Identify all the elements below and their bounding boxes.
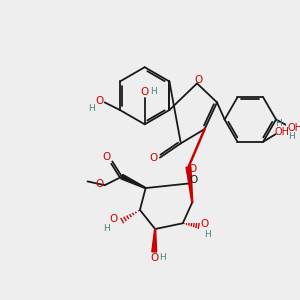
Polygon shape xyxy=(152,229,157,252)
Text: O: O xyxy=(188,164,196,174)
Text: H: H xyxy=(204,230,211,239)
Text: O: O xyxy=(96,179,104,189)
Polygon shape xyxy=(186,167,193,202)
Text: O: O xyxy=(103,152,111,162)
Text: O: O xyxy=(149,153,158,163)
Text: OH: OH xyxy=(288,123,300,133)
Text: O: O xyxy=(200,219,209,229)
Text: H: H xyxy=(103,224,110,232)
Text: O: O xyxy=(96,95,104,106)
Polygon shape xyxy=(121,175,146,188)
Text: O: O xyxy=(189,176,197,185)
Text: H: H xyxy=(150,87,157,96)
Text: O: O xyxy=(141,87,149,97)
Text: H: H xyxy=(159,253,166,262)
Text: OH: OH xyxy=(275,127,290,137)
Text: H: H xyxy=(88,103,95,112)
Text: H: H xyxy=(288,132,295,141)
Text: H: H xyxy=(275,119,282,128)
Text: O: O xyxy=(109,214,117,224)
Text: O: O xyxy=(150,253,158,262)
Text: O: O xyxy=(195,75,203,85)
